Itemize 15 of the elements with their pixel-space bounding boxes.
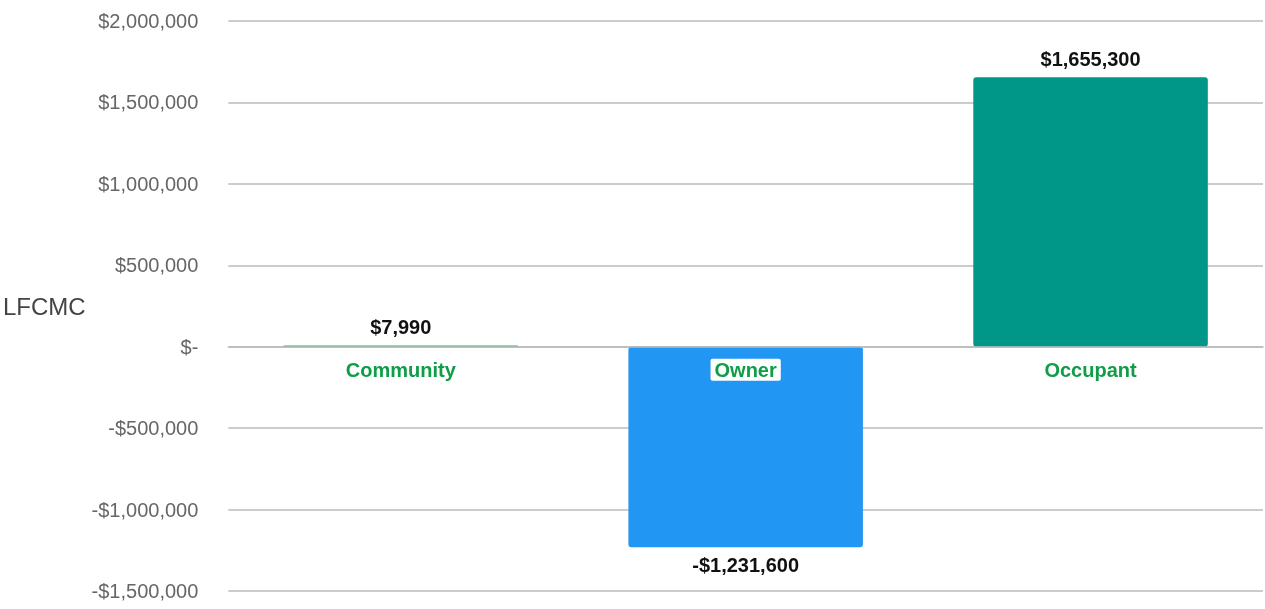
y-tick-label: -$1,000,000 <box>91 498 199 521</box>
y-tick-label: $2,000,000 <box>98 10 199 32</box>
x-tick-label: Community <box>345 358 457 381</box>
data-label: $7,990 <box>370 316 432 339</box>
x-tick-label: Occupant <box>1044 358 1137 381</box>
y-tick-label: -$1,500,000 <box>91 580 199 602</box>
x-tick-label: Owner <box>714 358 777 381</box>
y-tick-label: $- <box>180 335 199 358</box>
y-tick-label: $500,000 <box>114 254 199 277</box>
data-label: $1,655,300 <box>1040 48 1141 71</box>
y-axis-title: LFCMC <box>2 292 86 320</box>
data-label: -$1,231,600 <box>692 554 800 577</box>
y-tick-label: $1,500,000 <box>98 91 199 114</box>
y-tick-label: $1,000,000 <box>98 172 199 195</box>
y-tick-label: -$500,000 <box>108 417 199 440</box>
